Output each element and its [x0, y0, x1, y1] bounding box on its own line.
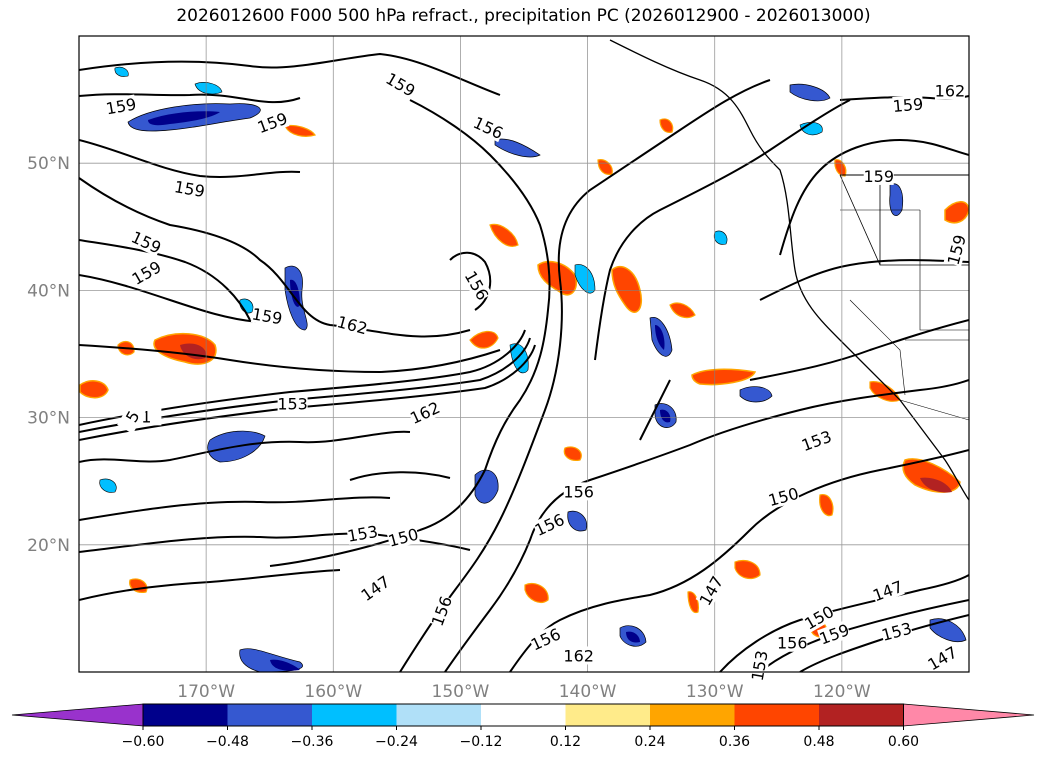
contour-label-bg	[250, 304, 284, 328]
contour-label-bg	[777, 633, 808, 652]
lon-tick-label: 140°W	[559, 682, 617, 702]
contour-label: 162	[935, 82, 966, 101]
contour-label-bg	[104, 94, 138, 118]
contour-label-bg	[801, 602, 837, 633]
contour-label-bg	[255, 108, 290, 137]
contour-label-bg	[532, 509, 567, 539]
contour-label-bg	[383, 69, 419, 100]
colorbar: −0.60 −0.48 −0.36 −0.24 −0.12 0.12 0.24 0.36 0.4…	[11, 703, 1035, 750]
colorbar-segment	[481, 704, 566, 726]
colorbar-segment	[227, 704, 312, 726]
contour-label-bg	[892, 94, 924, 115]
contour-label-bg	[357, 572, 393, 605]
colorbar-segment	[143, 704, 228, 726]
contour-label-bg	[128, 227, 164, 257]
contour-label-bg	[117, 398, 148, 434]
contour-label-bg	[924, 642, 960, 674]
lon-tick-label: 160°W	[304, 682, 362, 702]
contour-label-bg	[386, 524, 421, 550]
colorbar-segment	[734, 704, 819, 726]
contour-label-bg	[799, 426, 834, 455]
contour-label: 162	[563, 646, 594, 665]
colorbar-tick-label: 0.12	[550, 734, 581, 750]
colorbar-tick-label: −0.48	[206, 734, 249, 750]
contour-label-bg	[407, 398, 443, 428]
lat-tick-label: 50°N	[27, 154, 70, 174]
lon-tick-label: 170°W	[177, 682, 235, 702]
lon-tick-label: 120°W	[813, 682, 871, 702]
contour-label: 156	[563, 482, 594, 501]
colorbar-tick-label: 0.24	[634, 734, 665, 750]
lat-tick-label: 30°N	[27, 409, 70, 429]
contour-label-bg	[471, 113, 506, 143]
contour-label: 159	[892, 94, 924, 116]
contour-label-bg	[277, 394, 308, 413]
lat-tick-label: 40°N	[27, 281, 70, 301]
coastlines	[609, 39, 969, 501]
contour-label: 156	[777, 634, 808, 653]
contour-label-bg	[461, 267, 493, 303]
contour-label-bg	[934, 81, 965, 100]
colorbar-tick-label: −0.24	[375, 734, 418, 750]
map-frame	[78, 35, 970, 673]
contour-label-bg	[766, 483, 801, 510]
colorbar-tick-label: 0.48	[803, 734, 834, 750]
colorbar-extend-high	[903, 703, 1035, 727]
contour-label-bg	[870, 577, 905, 605]
lon-tick-label: 130°W	[686, 682, 744, 702]
map-content	[79, 39, 969, 672]
lon-tick-label: 150°W	[432, 682, 490, 702]
contour-label-bg	[943, 232, 969, 267]
contour-label: 1	[141, 407, 151, 426]
colorbar-segment	[565, 704, 650, 726]
contour-label-bg	[528, 624, 564, 654]
colorbar-segment	[396, 704, 481, 726]
contour-label: 159	[863, 167, 894, 186]
contour-label-bg	[128, 257, 164, 288]
longitude-tick-labels: 170°W 160°W 150°W 140°W 130°W 120°W	[177, 682, 871, 702]
contour-label-bg	[863, 166, 894, 185]
contour-label-bg	[817, 620, 852, 648]
contour-label-bg	[173, 177, 206, 201]
colorbar-tick-label: 0.60	[888, 734, 919, 750]
colorbar-segment	[312, 704, 397, 726]
contour-label-bg	[427, 593, 455, 629]
colorbar-segment	[819, 704, 904, 726]
contour-label-bg	[563, 646, 594, 665]
contour-label: 153	[748, 649, 772, 682]
colorbar-tick-label: −0.36	[291, 734, 334, 750]
lat-tick-label: 20°N	[27, 536, 70, 556]
map-gridlines	[79, 36, 969, 672]
contour-label-bg	[879, 618, 914, 644]
colorbar-tick-label: 0.36	[719, 734, 750, 750]
latitude-tick-labels: 20°N 30°N 40°N 50°N	[27, 154, 70, 556]
colorbar-tick-label: −0.60	[122, 734, 165, 750]
figure-title: 2026012600 F000 500 hPa refract., precip…	[176, 6, 871, 26]
colorbar-tick-label: −0.12	[460, 734, 503, 750]
colorbar-extend-low	[11, 703, 144, 727]
contour-label-bg	[335, 312, 370, 338]
colorbar-frame	[142, 703, 904, 727]
contour-label-bg	[695, 573, 727, 609]
contour-label-bg	[747, 649, 771, 682]
contour-label-bg	[346, 521, 379, 545]
contour-label-bg	[563, 482, 594, 501]
contour-label: 153	[277, 395, 308, 414]
colorbar-segment	[650, 704, 735, 726]
